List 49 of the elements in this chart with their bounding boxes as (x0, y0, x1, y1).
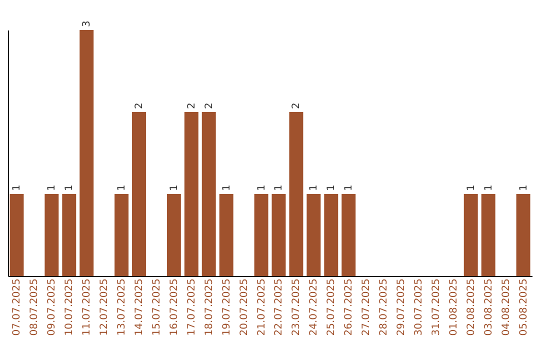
x-tick-label: 08.07.2025 (29, 278, 40, 336)
data-label: 1 (344, 184, 355, 191)
data-label: 2 (291, 102, 302, 109)
x-tick-label: 18.07.2025 (204, 278, 215, 336)
data-label: 1 (483, 184, 494, 191)
data-label: 1 (64, 184, 76, 191)
x-tick-label: 19.07.2025 (221, 278, 232, 336)
x-tick-label: 26.07.2025 (344, 278, 355, 336)
x-tick-label: 29.07.2025 (396, 278, 407, 336)
data-label: 1 (518, 184, 530, 191)
x-tick-label: 04.08.2025 (500, 278, 512, 336)
x-tick-label: 07.07.2025 (12, 278, 23, 336)
x-tick-label: 17.07.2025 (186, 278, 198, 336)
x-tick-label: 12.07.2025 (99, 278, 110, 336)
x-tick-label: 21.07.2025 (256, 278, 268, 336)
data-label: 1 (326, 184, 338, 191)
data-label: 1 (116, 184, 128, 191)
data-label: 1 (168, 184, 180, 191)
x-tick-label: 14.07.2025 (134, 278, 145, 336)
data-label: 1 (466, 184, 477, 191)
x-tick-label: 30.07.2025 (413, 278, 424, 336)
x-tick-label: 23.07.2025 (291, 278, 302, 336)
x-tick-label: 16.07.2025 (168, 278, 180, 336)
x-tick-label: 09.07.2025 (46, 278, 58, 336)
data-label: 2 (134, 102, 145, 109)
x-tick-label: 01.08.2025 (448, 278, 460, 336)
x-tick-label: 31.07.2025 (430, 278, 442, 336)
x-tick-label: 03.08.2025 (483, 278, 494, 336)
data-label: 1 (256, 184, 268, 191)
x-tick-label: 22.07.2025 (274, 278, 285, 336)
data-label: 1 (12, 184, 23, 191)
x-tick-label: 25.07.2025 (326, 278, 338, 336)
x-tick-label: 11.07.2025 (82, 278, 93, 336)
x-tick-label: 24.07.2025 (308, 278, 320, 336)
x-tick-label: 02.08.2025 (466, 278, 477, 336)
x-tick-label: 20.07.2025 (238, 278, 250, 336)
x-tick-label: 27.07.2025 (361, 278, 372, 336)
x-tick-label: 15.07.2025 (151, 278, 162, 336)
data-label: 1 (46, 184, 58, 191)
x-tick-label: 05.08.2025 (518, 278, 530, 336)
data-label: 2 (186, 102, 198, 109)
data-label: 1 (308, 184, 320, 191)
data-label: 3 (82, 20, 93, 27)
data-label: 2 (204, 102, 215, 109)
x-tick-label: 28.07.2025 (378, 278, 390, 336)
data-label: 1 (221, 184, 232, 191)
data-label: 1 (274, 184, 285, 191)
x-tick-label: 10.07.2025 (64, 278, 76, 336)
x-tick-label: 13.07.2025 (116, 278, 128, 336)
